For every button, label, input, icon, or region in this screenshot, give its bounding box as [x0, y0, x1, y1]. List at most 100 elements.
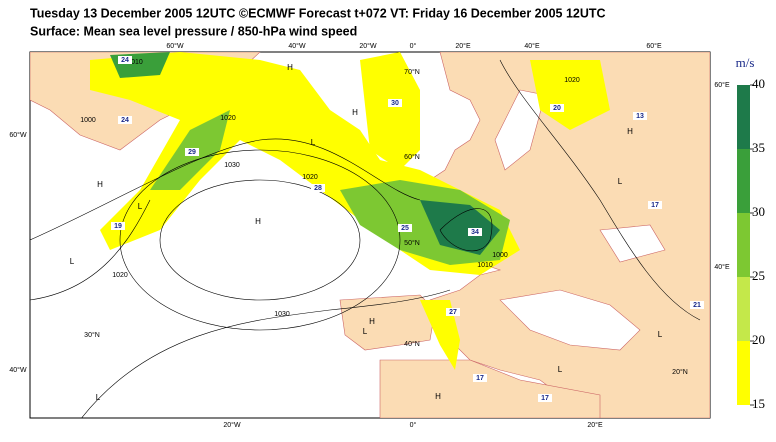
wind-label: 17	[651, 202, 659, 209]
grid-label: 20°E	[587, 421, 603, 429]
wind-label: 19	[114, 223, 122, 230]
wind-label: 24	[121, 57, 129, 64]
grid-label: 40°W	[288, 42, 306, 50]
mediterranean	[499, 289, 641, 351]
wind-label: 24	[121, 117, 129, 124]
wind-label-box	[398, 224, 412, 232]
black-sea	[599, 224, 666, 263]
wind-label-box	[111, 222, 125, 230]
isobar-label: 1000	[492, 252, 508, 259]
grid-label: 60°E	[714, 81, 730, 89]
grid-label: 60°W	[166, 42, 184, 50]
isobar-label: 1010	[477, 262, 493, 269]
grid-label: 0°	[410, 42, 417, 50]
wind-label-box	[550, 104, 564, 112]
pressure-centre: L	[558, 365, 563, 374]
pressure-centre: H	[627, 127, 633, 136]
wind-label-box	[311, 184, 325, 192]
colorbar-tick-label: 25	[752, 268, 765, 283]
wind-label: 17	[476, 375, 484, 382]
pressure-centre: L	[311, 138, 316, 147]
colorbar: 15 20 25 30 35 40	[737, 76, 765, 411]
pressure-centre: H	[352, 108, 358, 117]
wind-label-box	[118, 56, 132, 64]
wind-label-box	[446, 308, 460, 316]
colorbar-band	[737, 277, 750, 341]
wind-swath-15	[420, 300, 460, 370]
wind-label: 27	[449, 309, 457, 316]
map-body	[30, 52, 710, 418]
subtitle: Surface: Mean sea level pressure / 850-h…	[30, 24, 357, 38]
map	[29, 51, 711, 419]
grid-label: 20°E	[455, 42, 471, 50]
map-labels: 60°W 40°W 20°W 0° 20°E 40°E 60°E 20°W 0° 20°E 60°W…	[9, 42, 730, 429]
wind-label: 21	[693, 302, 701, 309]
colorbar-tick-label: 35	[752, 140, 765, 155]
colorbar-tick-label: 30	[752, 204, 765, 219]
grid-label: 40°E	[714, 263, 730, 271]
pressure-centre: L	[363, 327, 368, 336]
isobar-label: 1020	[564, 77, 580, 84]
pressure-centre: L	[96, 393, 101, 402]
pressure-centre: L	[658, 330, 663, 339]
wind-label-box	[468, 228, 482, 236]
colorbar-tick-label: 40	[752, 76, 765, 91]
grid-label: 0°	[410, 421, 417, 429]
grid-label: 20°N	[672, 368, 688, 376]
colorbar-band	[737, 85, 750, 149]
pressure-centre: H	[97, 180, 103, 189]
grid-label: 60°N	[404, 153, 420, 161]
wind-swath-15	[530, 60, 610, 130]
grid-label: 20°W	[359, 42, 377, 50]
wind-label: 25	[401, 225, 409, 232]
grid-label: 70°N	[404, 68, 420, 76]
pressure-centre: H	[287, 63, 293, 72]
wind-label-box	[690, 301, 704, 309]
isobar-label: 1020	[220, 115, 236, 122]
wind-label: 28	[314, 185, 322, 192]
colorbar-tick-label: 15	[752, 396, 765, 411]
grid-label: 60°E	[646, 42, 662, 50]
wind-swath-15	[360, 52, 420, 170]
pressure-centre: H	[369, 317, 375, 326]
grid-label: 50°N	[404, 239, 420, 247]
wind-label: 13	[636, 113, 644, 120]
pressure-centre: L	[618, 177, 623, 186]
wind-label: 20	[553, 105, 561, 112]
africa	[379, 359, 601, 418]
isobars	[30, 59, 701, 418]
grid-label: 40°E	[524, 42, 540, 50]
grid-label: 20°W	[223, 421, 241, 429]
wind-label-box	[538, 394, 552, 402]
colorbar-band	[737, 341, 750, 405]
isobar-label: 1030	[224, 162, 240, 169]
isobar-label: 1030	[274, 311, 290, 318]
grid-label: 30°N	[84, 331, 100, 339]
pressure-centre: L	[70, 257, 75, 266]
wind-label-box	[185, 148, 199, 156]
colorbar-unit: m/s	[736, 55, 755, 70]
wind-label-box	[648, 201, 662, 209]
pressure-centre: H	[255, 217, 261, 226]
colorbar-band	[737, 149, 750, 213]
grid-label: 60°W	[9, 131, 27, 139]
wind-label-box	[118, 116, 132, 124]
pressure-centre: L	[138, 202, 143, 211]
colorbar-tick-label: 20	[752, 332, 765, 347]
wind-label: 29	[188, 149, 196, 156]
wind-label: 30	[391, 100, 399, 107]
colorbar-band	[737, 213, 750, 277]
wind-label-box	[473, 374, 487, 382]
pressure-centre: H	[435, 392, 441, 401]
isobar-label: 1000	[80, 117, 96, 124]
wind-label-box	[633, 112, 647, 120]
wind-label: 34	[471, 229, 479, 236]
wind-label-box	[388, 99, 402, 107]
grid-label: 40°W	[9, 366, 27, 374]
isobar-label: 1010	[127, 59, 143, 66]
isobar-label: 1020	[112, 272, 128, 279]
isobar-label: 1020	[302, 174, 318, 181]
wind-swath-35	[420, 200, 500, 255]
title: Tuesday 13 December 2005 12UTC ©ECMWF Fo…	[30, 6, 606, 20]
